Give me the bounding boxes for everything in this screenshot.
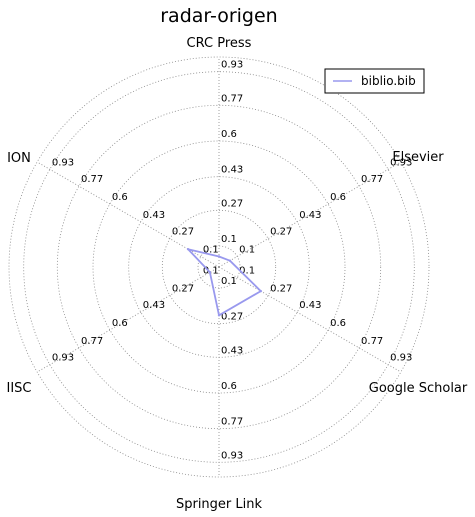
grid-ring-0 [197, 245, 241, 289]
grid-ring-3 [92, 140, 346, 394]
tick-label-4-5: 0.93 [52, 353, 74, 364]
grid-ring-4 [56, 104, 382, 430]
tick-label-3-0: 0.1 [221, 276, 237, 287]
tick-label-2-1: 0.27 [270, 283, 292, 294]
axis-label-0: CRC Press [187, 36, 252, 51]
spoke-5 [36, 161, 220, 268]
series-layer [186, 247, 263, 317]
tick-label-1-2: 0.43 [299, 210, 321, 221]
spoke-1 [218, 161, 402, 268]
tick-label-0-4: 0.77 [221, 93, 243, 104]
tick-label-2-4: 0.77 [361, 336, 383, 347]
tick-label-1-4: 0.77 [361, 174, 383, 185]
spoke-2 [218, 266, 402, 373]
data-point-0-5 [186, 247, 190, 251]
chart-title: radar-origen [160, 5, 277, 27]
grid-ring-1 [161, 209, 277, 325]
tick-label-0-2: 0.43 [221, 165, 243, 176]
tick-labels: 0.1 0.27 0.43 0.6 0.77 0.93 0.1 0.27 0.43 0.6 0.77… [52, 60, 413, 462]
radar-grid [8, 56, 430, 478]
tick-label-2-2: 0.43 [299, 300, 321, 311]
tick-label-3-5: 0.93 [221, 450, 243, 461]
axis-label-3: Springer Link [176, 497, 263, 512]
tick-label-0-3: 0.6 [221, 129, 237, 140]
tick-label-2-0: 0.1 [239, 266, 255, 277]
tick-label-5-5: 0.93 [52, 157, 74, 168]
axis-label-5: ION [7, 151, 31, 166]
tick-label-4-3: 0.6 [112, 318, 128, 329]
tick-label-2-5: 0.93 [390, 353, 412, 364]
tick-label-4-2: 0.43 [143, 300, 165, 311]
data-point-0-4 [208, 271, 212, 274]
axis-labels: CRC Press Elsevier Google Scholar Springer … [7, 36, 468, 512]
tick-label-3-3: 0.6 [221, 381, 237, 392]
tick-label-3-1: 0.27 [221, 312, 243, 323]
tick-label-5-2: 0.43 [143, 210, 165, 221]
tick-label-1-1: 0.27 [270, 227, 292, 238]
grid-ring-outer [8, 56, 430, 478]
axis-label-4: IISC [7, 381, 32, 396]
tick-label-4-0: 0.1 [203, 266, 219, 277]
axis-label-2: Google Scholar [369, 381, 468, 396]
tick-label-3-2: 0.43 [221, 345, 243, 356]
tick-label-1-3: 0.6 [330, 192, 346, 203]
legend-entry-label: biblio.bib [361, 74, 416, 88]
data-point-0-1 [228, 259, 232, 262]
tick-label-4-1: 0.27 [172, 283, 194, 294]
tick-label-1-5: 0.93 [390, 157, 412, 168]
tick-label-0-0: 0.1 [221, 234, 237, 245]
tick-label-4-4: 0.77 [81, 336, 103, 347]
legend: biblio.bib [324, 68, 425, 94]
tick-label-3-4: 0.77 [221, 417, 243, 428]
tick-label-5-4: 0.77 [81, 174, 103, 185]
tick-label-5-1: 0.27 [172, 227, 194, 238]
grid-ring-2 [128, 176, 310, 358]
tick-label-0-5: 0.93 [221, 60, 243, 71]
data-point-0-0 [217, 255, 221, 258]
tick-label-1-0: 0.1 [239, 245, 255, 256]
tick-label-5-0: 0.1 [203, 245, 219, 256]
data-point-0-2 [259, 289, 263, 293]
tick-label-5-3: 0.6 [112, 192, 128, 203]
data-point-0-3 [217, 314, 221, 317]
tick-label-0-1: 0.27 [221, 198, 243, 209]
grid-ring-5 [23, 71, 415, 463]
tick-label-2-3: 0.6 [330, 318, 346, 329]
axis-label-1: Elsevier [392, 150, 444, 165]
spoke-4 [36, 266, 220, 373]
